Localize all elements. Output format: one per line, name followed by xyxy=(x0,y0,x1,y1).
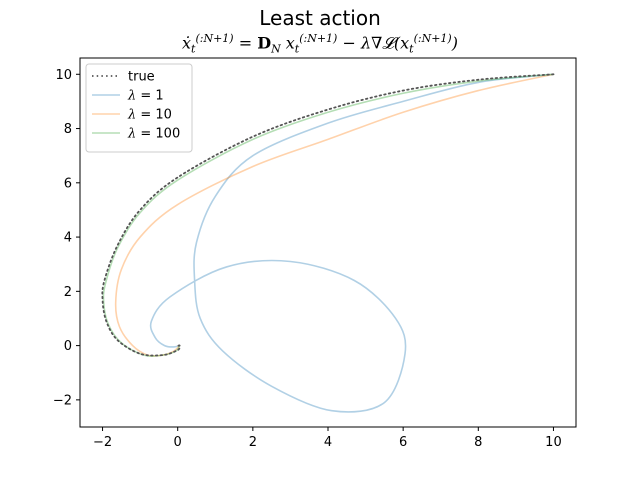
x-tick-label: 8 xyxy=(474,435,482,450)
legend-entry-2: λ = 10 xyxy=(127,108,172,123)
y-tick-label: 0 xyxy=(64,339,72,354)
legend: true λ = 1 λ = 10 λ = 100 xyxy=(85,63,193,153)
legend-box xyxy=(85,63,193,153)
ticks-layer: −2 0 2 4 6 8 10 −2 0 2 4 6 8 10 xyxy=(53,68,562,450)
y-tick-label: 6 xyxy=(64,176,72,191)
legend-entry-1: λ = 1 xyxy=(127,89,164,104)
series-layer xyxy=(101,73,555,413)
series-line-1 xyxy=(149,73,555,413)
x-tick-label: 2 xyxy=(249,435,257,450)
y-tick-label: 2 xyxy=(64,285,72,300)
y-tick-label: 4 xyxy=(64,231,72,246)
x-tick-label: 4 xyxy=(324,435,332,450)
y-tick-label: 8 xyxy=(64,122,72,137)
chart-title: Least action xyxy=(259,6,381,30)
chart-subtitle: ẋt(:N+1) = DN xt(:N+1) − λ∇𝓛(xt(:N+1)) xyxy=(182,32,458,56)
x-tick-label: 0 xyxy=(174,435,182,450)
y-tick-label: 10 xyxy=(55,68,72,83)
series-line-0 xyxy=(101,73,555,357)
x-tick-label: 6 xyxy=(399,435,407,450)
legend-entry-0: true xyxy=(128,70,155,85)
x-tick-label: 10 xyxy=(545,435,562,450)
legend-entry-3: λ = 100 xyxy=(127,127,180,142)
x-tick-label: −2 xyxy=(93,435,112,450)
y-tick-label: −2 xyxy=(53,393,72,408)
